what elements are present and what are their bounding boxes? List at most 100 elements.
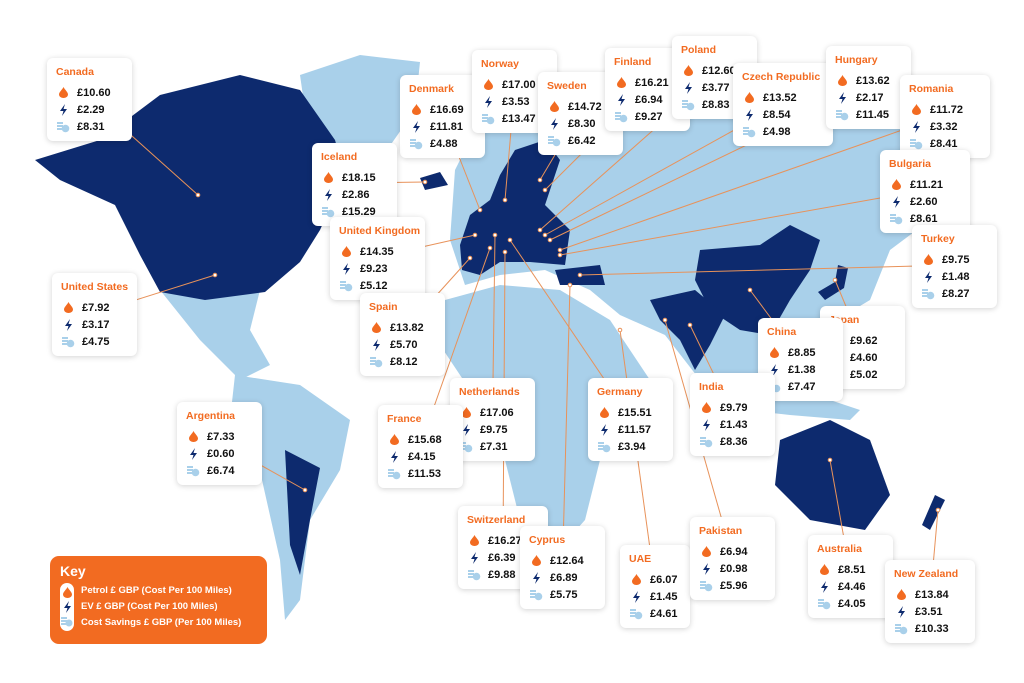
coins-savings-icon — [409, 138, 422, 149]
ev-lightning-icon — [770, 363, 778, 376]
coins-savings-icon — [339, 280, 352, 291]
ev-cost: £6.39 — [488, 551, 516, 564]
ev-lightning-icon — [632, 590, 640, 603]
country-card-bulgaria: Bulgaria £11.21 £2.60 £8.61 — [880, 150, 970, 233]
savings-row: £5.12 — [339, 277, 415, 294]
ev-cost-row: £2.86 — [321, 186, 387, 203]
savings-row: £15.29 — [321, 203, 387, 220]
ev-cost-row: £5.70 — [369, 336, 435, 353]
country-name: Cyprus — [529, 534, 566, 546]
cost-savings: £13.47 — [502, 112, 536, 125]
savings-row: £6.74 — [186, 462, 252, 479]
country-marker-czech-republic — [542, 232, 548, 238]
ev-cost: £9.75 — [480, 423, 508, 436]
petrol-cost-row: £9.75 — [921, 251, 987, 268]
ev-lightning-icon — [745, 108, 753, 121]
ev-cost-row: £2.17 — [835, 89, 901, 106]
ev-cost-row: £9.23 — [339, 260, 415, 277]
country-name: Czech Republic — [742, 71, 821, 83]
ev-cost: £8.30 — [568, 117, 596, 130]
country-card-india: India £9.79 £1.43 £8.36 — [690, 373, 775, 456]
coins-savings-icon — [597, 441, 610, 452]
ev-cost-row: £8.30 — [547, 115, 613, 132]
country-marker-new-zealand — [935, 507, 941, 513]
ev-cost: £11.57 — [618, 423, 652, 436]
ev-cost: £5.70 — [390, 338, 418, 351]
country-name: France — [387, 413, 422, 425]
petrol-drop-icon — [188, 431, 198, 442]
cost-savings: £5.96 — [720, 579, 748, 592]
country-name: Turkey — [921, 233, 955, 245]
ev-lightning-icon — [838, 91, 846, 104]
petrol-drop-icon — [631, 574, 641, 585]
ev-lightning-icon — [892, 195, 900, 208]
petrol-cost: £9.62 — [850, 334, 878, 347]
coins-savings-icon — [369, 356, 382, 367]
ev-lightning-icon — [600, 423, 608, 436]
country-name: Canada — [56, 66, 94, 78]
country-shape-new-zealand — [922, 495, 945, 530]
savings-row: £8.31 — [56, 118, 122, 135]
cost-savings: £6.42 — [568, 134, 596, 147]
country-name: Switzerland — [467, 514, 526, 526]
country-name: Denmark — [409, 83, 454, 95]
country-name: Spain — [369, 301, 398, 313]
coins-savings-icon — [614, 111, 627, 122]
ev-cost-row: £1.48 — [921, 268, 987, 285]
cost-savings: £9.27 — [635, 110, 663, 123]
country-shape-japan — [818, 265, 848, 300]
country-name: Pakistan — [699, 525, 743, 537]
country-marker-australia — [827, 457, 833, 463]
highlighted-countries — [35, 75, 945, 575]
ev-cost: £4.46 — [838, 580, 866, 593]
petrol-cost: £6.94 — [720, 545, 748, 558]
leader-line-cyprus — [562, 284, 571, 567]
ev-lightning-icon — [470, 551, 478, 564]
ev-cost: £9.23 — [360, 262, 388, 275]
coins-savings-icon — [921, 288, 934, 299]
ev-cost: £0.98 — [720, 562, 748, 575]
ev-cost: £8.54 — [763, 108, 791, 121]
country-marker-finland — [542, 187, 548, 193]
petrol-cost: £13.84 — [915, 588, 949, 601]
ev-lightning-icon — [342, 262, 350, 275]
country-card-hungary: Hungary £13.62 £2.17 £11.45 — [826, 46, 911, 129]
country-marker-india — [687, 322, 693, 328]
ev-cost-row: £2.60 — [889, 193, 960, 210]
ev-cost-row: £2.29 — [56, 101, 122, 118]
ev-cost: £3.32 — [930, 120, 958, 133]
country-marker-romania — [557, 247, 563, 253]
ev-lightning-icon — [912, 120, 920, 133]
country-card-pakistan: Pakistan £6.94 £0.98 £5.96 — [690, 517, 775, 600]
petrol-cost-row: £17.06 — [459, 404, 525, 421]
cost-savings: £8.27 — [942, 287, 970, 300]
ev-cost-row: £9.75 — [459, 421, 525, 438]
ev-cost-row: £0.60 — [186, 445, 252, 462]
country-marker-cyprus — [567, 282, 573, 288]
key-label-ev: EV £ GBP (Cost Per 100 Miles) — [81, 601, 218, 612]
ev-cost: £1.43 — [720, 418, 748, 431]
petrol-drop-icon — [63, 302, 73, 313]
ev-cost-row: £6.89 — [529, 569, 595, 586]
savings-row: £8.41 — [909, 135, 980, 152]
coins-savings-icon — [387, 468, 400, 479]
ev-cost: £2.29 — [77, 103, 105, 116]
petrol-cost-row: £13.62 — [835, 72, 901, 89]
petrol-cost: £17.00 — [502, 78, 536, 91]
petrol-cost-row: £15.51 — [597, 404, 663, 421]
coins-savings-icon — [321, 206, 334, 217]
ev-lightning-icon — [684, 81, 692, 94]
petrol-drop-icon — [701, 546, 711, 557]
cost-savings: £8.31 — [77, 120, 105, 133]
country-name: Germany — [597, 386, 643, 398]
petrol-cost-row: £8.85 — [767, 344, 833, 361]
country-marker-iceland — [422, 179, 428, 185]
savings-row: £8.83 — [681, 96, 747, 113]
country-name: Hungary — [835, 54, 878, 66]
savings-row: £5.75 — [529, 586, 595, 603]
ev-lightning-icon — [532, 571, 540, 584]
petrol-cost: £12.64 — [550, 554, 584, 567]
cost-savings: £7.47 — [788, 380, 816, 393]
savings-row: £11.53 — [387, 465, 453, 482]
country-card-romania: Romania £11.72 £3.32 £8.41 — [900, 75, 990, 158]
